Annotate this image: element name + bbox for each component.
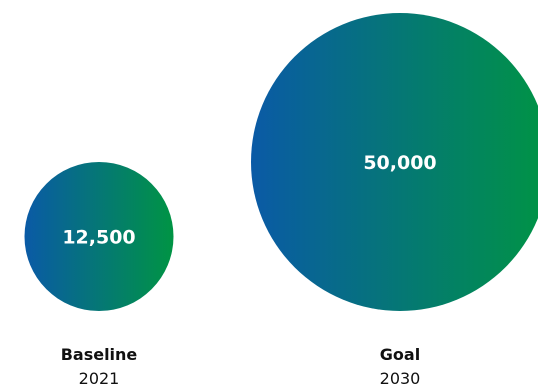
category-label: Baseline <box>61 345 138 364</box>
category-label: Goal <box>380 345 420 364</box>
bubble-goal <box>251 13 538 311</box>
category-year-label: 2030 <box>380 369 421 388</box>
bubble-value-label: 50,000 <box>363 152 436 174</box>
category-year-label: 2021 <box>79 369 120 388</box>
bubble-baseline <box>24 162 174 311</box>
bubble-value-label: 12,500 <box>62 227 135 249</box>
